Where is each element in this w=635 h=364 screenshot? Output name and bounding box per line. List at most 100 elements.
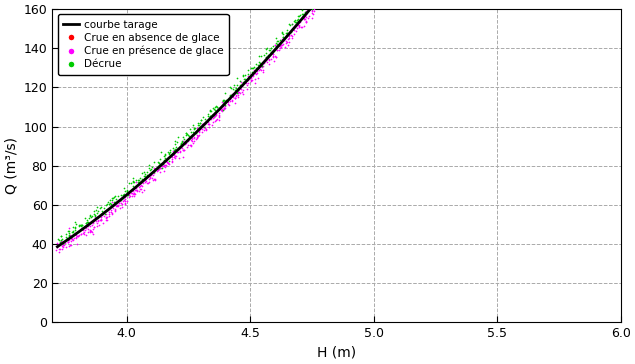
Point <box>63 239 73 245</box>
Point <box>255 66 265 72</box>
Point <box>254 59 264 65</box>
Point <box>297 12 307 17</box>
Point <box>140 171 150 177</box>
Point <box>313 3 323 9</box>
Point <box>64 235 74 241</box>
Point <box>260 57 271 63</box>
Point <box>299 1 309 7</box>
Point <box>107 203 117 209</box>
Point <box>217 107 227 113</box>
Point <box>137 186 147 192</box>
Point <box>170 153 180 159</box>
Point <box>136 182 146 188</box>
Point <box>267 52 277 58</box>
Point <box>312 1 323 7</box>
Point <box>86 228 96 234</box>
Point <box>122 188 132 194</box>
Point <box>271 54 281 60</box>
Point <box>185 126 195 132</box>
Point <box>276 37 286 43</box>
Point <box>113 193 123 199</box>
Point <box>217 106 227 112</box>
Point <box>269 47 279 53</box>
Point <box>61 234 71 240</box>
Point <box>209 107 219 112</box>
Point <box>307 7 317 13</box>
Point <box>76 226 86 232</box>
Point <box>164 158 174 163</box>
Point <box>161 158 171 164</box>
Point <box>219 105 229 111</box>
Point <box>61 231 71 237</box>
Point <box>165 147 175 153</box>
Point <box>246 66 256 71</box>
Point <box>255 60 265 66</box>
Point <box>189 141 199 146</box>
Point <box>290 31 300 37</box>
Point <box>262 56 272 62</box>
Point <box>139 173 149 178</box>
Point <box>229 95 239 101</box>
Point <box>130 190 140 196</box>
Point <box>216 107 226 113</box>
Point <box>149 159 159 165</box>
Point <box>251 71 261 77</box>
Point <box>102 207 112 213</box>
Point <box>152 165 162 171</box>
Point <box>193 120 203 126</box>
Point <box>64 244 74 249</box>
Point <box>318 0 328 4</box>
Point <box>192 125 202 131</box>
Point <box>128 193 138 199</box>
Point <box>159 152 170 158</box>
Point <box>131 188 142 194</box>
Point <box>246 70 257 75</box>
Point <box>220 106 231 111</box>
Point <box>175 143 185 149</box>
Point <box>239 76 250 82</box>
Point <box>243 80 253 86</box>
Point <box>227 91 237 97</box>
Point <box>275 46 285 51</box>
Point <box>241 80 251 86</box>
Point <box>284 33 294 39</box>
Point <box>261 55 271 60</box>
Point <box>177 138 187 144</box>
Point <box>91 220 102 226</box>
Point <box>110 207 120 213</box>
Point <box>143 180 153 186</box>
Point <box>271 54 281 59</box>
Point <box>257 64 267 70</box>
Point <box>128 178 138 184</box>
Point <box>170 152 180 158</box>
Point <box>275 40 285 46</box>
Point <box>308 1 318 7</box>
Point <box>134 188 144 194</box>
Point <box>127 190 137 196</box>
Point <box>155 165 165 170</box>
Point <box>309 0 319 6</box>
Point <box>285 29 295 35</box>
Point <box>232 75 242 81</box>
Point <box>188 129 198 135</box>
Point <box>272 41 282 47</box>
Point <box>239 80 249 86</box>
Point <box>192 134 203 140</box>
Point <box>124 192 134 198</box>
Point <box>94 222 104 228</box>
Point <box>300 13 310 19</box>
Point <box>258 67 269 73</box>
Point <box>71 221 81 227</box>
Point <box>82 223 92 229</box>
Point <box>140 174 150 179</box>
Point <box>142 181 152 186</box>
Point <box>59 242 69 248</box>
Point <box>119 193 129 199</box>
Point <box>161 151 171 157</box>
Point <box>212 104 222 110</box>
Point <box>204 120 214 126</box>
Point <box>318 0 328 1</box>
Point <box>206 122 217 128</box>
Point <box>108 205 118 210</box>
Point <box>83 223 93 229</box>
